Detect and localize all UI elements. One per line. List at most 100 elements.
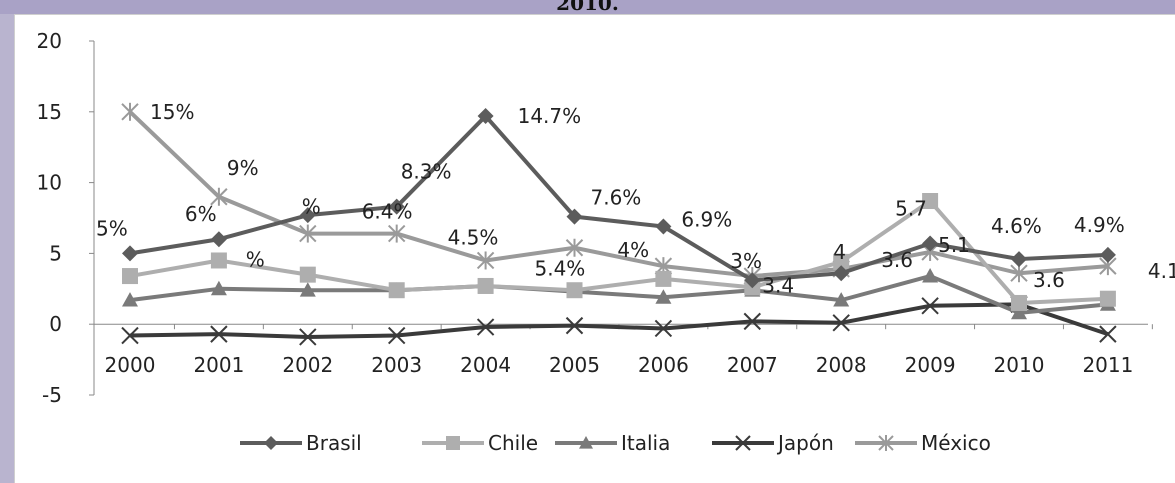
- data-label: 4: [833, 240, 846, 264]
- data-label: 8.3%: [401, 160, 452, 184]
- data-point-square: [655, 270, 672, 287]
- data-label: 3.6: [881, 248, 913, 272]
- data-point-square: [566, 282, 583, 299]
- x-tick-label: 2006: [638, 353, 689, 377]
- data-point-diamond: [1011, 251, 1027, 268]
- data-point-diamond: [122, 245, 138, 262]
- legend-label: Brasil: [306, 431, 362, 455]
- series-line: [129, 274, 1109, 315]
- y-tick-label: 0: [49, 312, 62, 336]
- series-chile: [122, 193, 1116, 311]
- data-point-star: [1010, 264, 1028, 283]
- data-point-x: [921, 297, 939, 315]
- data-point-triangle: [833, 292, 850, 307]
- data-point-x: [210, 325, 228, 343]
- data-point-diamond: [744, 272, 761, 289]
- legend-label: México: [921, 431, 991, 455]
- data-point-triangle: [579, 436, 593, 449]
- series-japn: [121, 295, 1117, 346]
- data-label: 4.1: [1148, 259, 1175, 283]
- x-tick-label: 2011: [1082, 353, 1133, 377]
- data-point-diamond: [388, 198, 405, 215]
- data-point-square: [388, 282, 405, 299]
- data-point-square: [922, 193, 939, 210]
- series-layer: [121, 102, 1117, 346]
- data-point-x: [565, 316, 584, 335]
- data-point-square: [122, 268, 138, 285]
- data-label: 3.4: [762, 273, 794, 297]
- legend-label: Japón: [776, 431, 834, 455]
- x-tick-label: 2002: [282, 353, 333, 377]
- data-point-x: [654, 319, 673, 338]
- data-point-star: [210, 187, 228, 206]
- data-point-diamond: [833, 265, 850, 282]
- x-stroke: [387, 326, 406, 345]
- series-brasil: [122, 108, 1116, 289]
- data-point-x: [476, 318, 495, 336]
- data-point-diamond: [264, 436, 278, 450]
- data-point-triangle: [1011, 304, 1027, 320]
- x-stroke: [476, 318, 495, 336]
- data-label: 4.6%: [991, 214, 1042, 238]
- x-tick-label: 2001: [193, 353, 244, 377]
- data-point-star: [476, 251, 495, 270]
- x-stroke: [743, 312, 762, 331]
- data-point-x: [735, 435, 751, 451]
- legend: Brasil Chile Italia Japón México: [240, 431, 991, 455]
- data-label: 5.1: [938, 233, 970, 257]
- data-point-x: [743, 312, 762, 331]
- y-tick-label: 10: [37, 171, 62, 195]
- data-point-triangle: [122, 292, 138, 307]
- legend-entry-japn: Japón: [712, 431, 834, 455]
- data-label: 9%: [227, 156, 259, 180]
- data-label: 15%: [150, 100, 194, 124]
- series-line: [128, 110, 1109, 279]
- data-point-x: [299, 328, 317, 346]
- axes-layer: -5 0 5 10 15 20 2000 2001 2002 2003 2004 2005 2006 20…: [37, 29, 1153, 407]
- data-label: %: [246, 248, 265, 272]
- series-line: [129, 114, 1108, 283]
- data-point-star: [387, 224, 406, 243]
- data-point-star: [565, 238, 584, 257]
- data-point-diamond: [655, 218, 672, 235]
- legend-label: Italia: [621, 431, 670, 455]
- y-tick-label: -5: [42, 383, 62, 407]
- data-point-diamond: [210, 231, 227, 248]
- data-point-diamond: [922, 235, 939, 252]
- x-stroke: [921, 297, 939, 315]
- x-tick-label: 2004: [460, 353, 511, 377]
- x-stroke: [735, 435, 751, 451]
- x-tick-label: 2008: [816, 353, 867, 377]
- x-tick-label: 2009: [905, 353, 956, 377]
- data-label: 3.6: [1033, 268, 1065, 292]
- data-point-star: [299, 224, 317, 243]
- data-label: 5%: [96, 216, 128, 240]
- chart-title-fragment: 2010.: [556, 0, 619, 15]
- data-point-triangle: [299, 282, 316, 297]
- data-point-square: [477, 277, 494, 294]
- x-stroke: [299, 328, 317, 346]
- data-label: 6.9%: [681, 207, 732, 231]
- data-label: 5.4%: [535, 257, 586, 281]
- data-point-square: [1011, 294, 1027, 311]
- x-tick-label: 2003: [371, 353, 422, 377]
- x-tick-label: 2000: [105, 353, 156, 377]
- x-stroke: [1099, 325, 1117, 343]
- data-point-star: [878, 435, 894, 451]
- y-tick-label: 5: [49, 241, 62, 265]
- legend-entry-brasil: Brasil: [240, 431, 362, 455]
- x-tick-label: 2007: [727, 353, 778, 377]
- y-tick-label: 15: [37, 100, 62, 124]
- data-label: 4.9%: [1074, 213, 1125, 237]
- x-stroke: [832, 314, 850, 332]
- legend-entry-chile: Chile: [422, 431, 538, 455]
- data-point-diamond: [477, 108, 494, 125]
- series-line: [129, 199, 1108, 305]
- data-labels-layer: 15% 9%% 14.7% 5% 6% 6.4% 8.3% 7.6% 4.5% 4% 6.9%% 5.…: [96, 100, 1175, 298]
- x-stroke: [121, 326, 139, 345]
- data-point-x: [1099, 325, 1117, 343]
- x-tick-label: 2005: [549, 353, 600, 377]
- data-point-square: [833, 253, 850, 270]
- background-band: [0, 0, 1175, 14]
